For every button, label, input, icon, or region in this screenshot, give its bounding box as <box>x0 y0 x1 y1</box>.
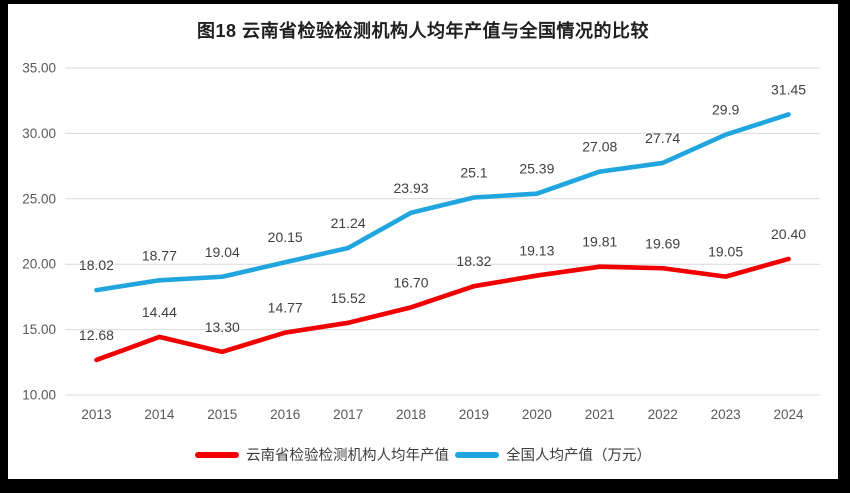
data-label-national: 18.77 <box>142 247 177 263</box>
data-label-yunnan: 14.77 <box>268 300 303 316</box>
data-label-yunnan: 19.05 <box>708 244 743 260</box>
y-axis-tick-label: 25.00 <box>22 191 56 206</box>
data-label-yunnan: 14.44 <box>142 304 177 320</box>
data-label-yunnan: 16.70 <box>394 274 429 290</box>
x-axis-tick-label: 2018 <box>396 407 426 422</box>
x-axis-tick-label: 2021 <box>585 407 615 422</box>
x-axis-tick-label: 2014 <box>144 407 175 422</box>
x-axis-tick-label: 2013 <box>81 407 111 422</box>
chart-legend: 云南省检验检测机构人均年产值 全国人均产值（万元） <box>8 444 838 465</box>
y-axis-tick-label: 30.00 <box>22 126 56 141</box>
data-label-national: 20.15 <box>268 229 303 245</box>
y-axis-tick-label: 10.00 <box>22 388 56 403</box>
chart-canvas: 图18 云南省检验检测机构人均年产值与全国情况的比较 10.00 15.00 20.… <box>8 4 838 479</box>
x-axis-tick-label: 2023 <box>711 407 741 422</box>
chart-title: 图18 云南省检验检测机构人均年产值与全国情况的比较 <box>196 21 650 41</box>
data-label-national: 25.1 <box>460 164 487 180</box>
data-label-yunnan: 19.69 <box>645 235 680 251</box>
yunnan-series-label: 云南省检验检测机构人均年产值 <box>246 448 449 464</box>
y-axis-tick-label: 35.00 <box>22 61 56 76</box>
data-label-national: 23.93 <box>394 180 429 196</box>
data-label-yunnan: 20.40 <box>771 226 806 242</box>
data-label-national: 19.04 <box>205 244 240 260</box>
data-label-yunnan: 19.13 <box>519 243 554 259</box>
series-line-yunnan <box>94 256 791 363</box>
data-label-yunnan: 12.68 <box>79 327 114 343</box>
data-label-national: 29.9 <box>712 102 739 118</box>
legend-item-national: 全国人均产值（万元） <box>455 444 651 465</box>
yunnan-series-swatch <box>195 451 239 458</box>
data-label-national: 18.02 <box>79 257 114 273</box>
data-label-national: 31.45 <box>771 81 806 97</box>
x-axis-tick-label: 2022 <box>648 407 678 422</box>
series-line-national <box>94 112 791 293</box>
data-label-yunnan: 13.30 <box>205 319 240 335</box>
data-label-yunnan: 18.32 <box>456 253 491 269</box>
x-axis-tick-label: 2024 <box>774 407 805 422</box>
data-label-national: 27.74 <box>645 130 680 146</box>
national-series-label: 全国人均产值（万元） <box>506 448 651 464</box>
data-label-yunnan: 19.81 <box>582 234 617 250</box>
y-axis-tick-label: 20.00 <box>22 257 56 272</box>
x-axis-tick-label: 2017 <box>333 407 363 422</box>
data-label-national: 27.08 <box>582 139 617 155</box>
national-series-swatch <box>455 451 499 458</box>
x-axis-tick-label: 2016 <box>270 407 300 422</box>
x-axis-tick-label: 2020 <box>522 407 552 422</box>
data-label-yunnan: 15.52 <box>331 290 366 306</box>
data-label-national: 25.39 <box>519 161 554 177</box>
y-axis-tick-label: 15.00 <box>22 322 56 337</box>
data-label-national: 21.24 <box>331 215 366 231</box>
x-axis-tick-label: 2015 <box>207 407 237 422</box>
legend-item-yunnan: 云南省检验检测机构人均年产值 <box>195 444 449 465</box>
chart-svg: 10.00 15.00 20.00 25.00 30.00 35.00 2013 2014 20… <box>22 61 820 422</box>
x-axis-tick-label: 2019 <box>459 407 489 422</box>
